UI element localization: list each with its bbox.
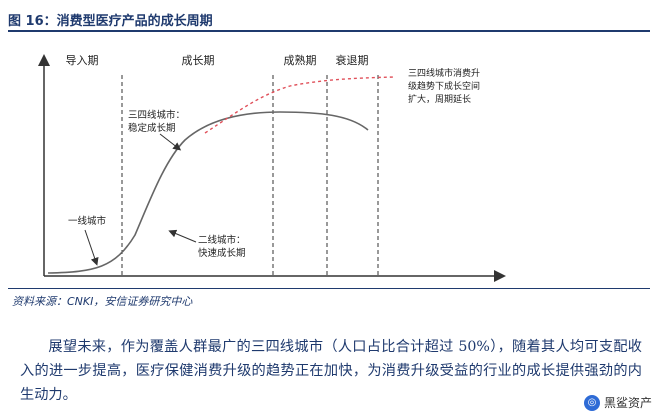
annotation-tier2-line2: 快速成长期	[198, 247, 246, 259]
annotation-upgrade-line3: 扩大，周期延长	[408, 93, 471, 105]
phase-label-introduction: 导入期	[66, 54, 99, 67]
annotation-tier1-arrow	[84, 229, 99, 266]
annotation-upgrade-line1: 三四线城市消费升	[408, 67, 480, 79]
figure-source: 资料来源：CNKI，安信证券研究中心	[12, 295, 193, 308]
extended-growth-curve	[204, 76, 396, 134]
annotation-tier2-line1: 二线城市：	[198, 234, 246, 246]
annotation-tier1: 一线城市	[68, 215, 107, 227]
annotation-tier34-line1: 三四线城市：	[128, 109, 185, 121]
annotation-tier2-arrow	[168, 229, 197, 243]
watermark-text: 黑鲨资产	[603, 396, 652, 410]
body-paragraph-block: 展望未来，作为覆盖人群最广的三四线城市（人口占比合计超过 50%），随着其人均可…	[20, 335, 642, 407]
figure-title: 图 16：消费型医疗产品的成长周期	[8, 14, 213, 29]
body-paragraph: 展望未来，作为覆盖人群最广的三四线城市（人口占比合计超过 50%），随着其人均可…	[20, 339, 642, 403]
watermark: ◎ 黑鲨资产	[583, 394, 652, 411]
annotation-upgrade-line2: 级趋势下成长空间	[408, 80, 480, 92]
phase-label-maturity: 成熟期	[284, 53, 317, 67]
annotation-tier34-line2: 稳定成长期	[128, 122, 176, 134]
source-rule	[8, 288, 650, 289]
phase-label-growth: 成长期	[182, 54, 215, 67]
annotation-tier34-arrow	[159, 133, 182, 151]
product-lifecycle-diagram: 导入期 成长期 成熟期 衰退期 一线城市 二线城市： 快速成长期 三四线城市： …	[38, 53, 506, 282]
phase-label-decline: 衰退期	[336, 53, 369, 67]
lifecycle-curve	[47, 111, 369, 274]
watermark-logo-icon: ◎	[583, 394, 600, 411]
title-rule	[8, 30, 650, 32]
